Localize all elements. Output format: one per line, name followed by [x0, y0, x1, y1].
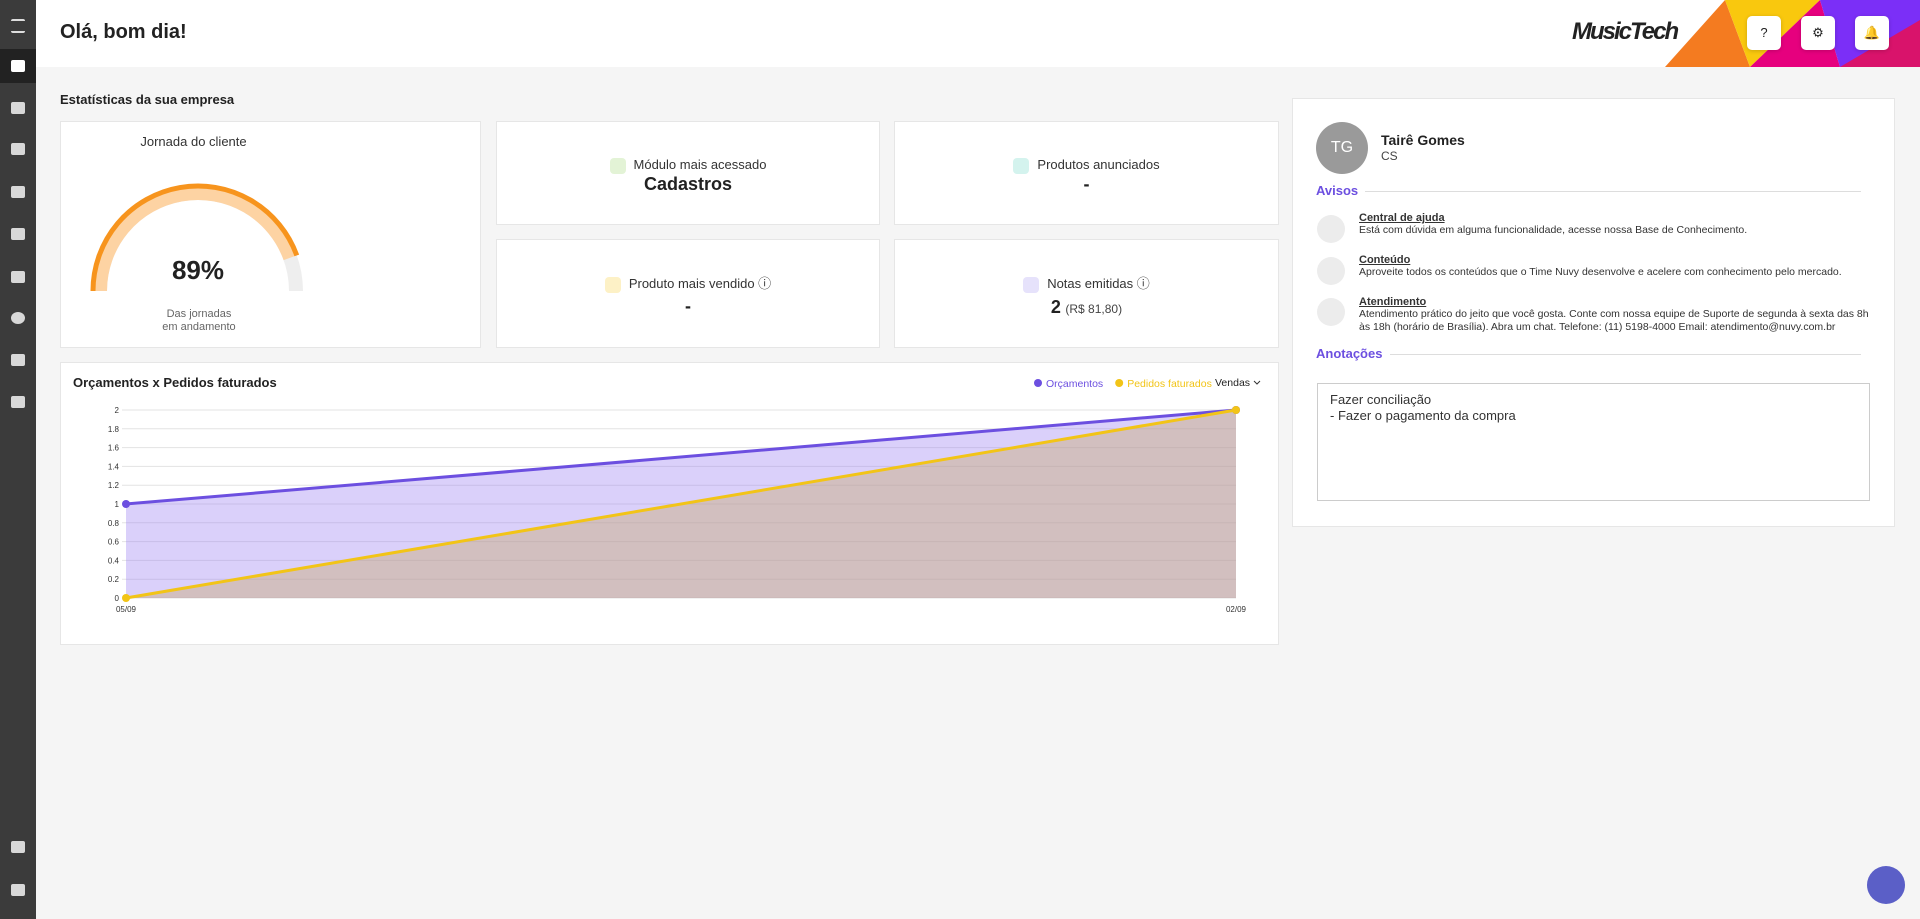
card-value: -	[685, 296, 691, 316]
note-line: Fazer conciliação	[1330, 392, 1432, 407]
nav-icon[interactable]	[11, 143, 25, 155]
section-title: Avisos	[1316, 183, 1359, 198]
section-title: Anotações	[1316, 346, 1383, 361]
stat-card: Módulo mais acessado Cadastros	[496, 121, 880, 225]
settings-button[interactable]: ⚙	[1801, 16, 1835, 50]
stat-card: Notas emitidas ⓘ 2 (R$ 81,80)	[894, 239, 1279, 348]
nav-icon[interactable]	[11, 354, 25, 366]
detail: (R$ 81,80)	[1065, 302, 1123, 316]
notice-icon	[1317, 257, 1345, 285]
notice: Central de ajuda Está com dúvida em algum…	[1359, 212, 1869, 237]
notice-text: Está com dúvida em alguma funcionalidade…	[1359, 224, 1748, 236]
card-label: Produto mais vendido ⓘ	[497, 273, 879, 293]
notice: Conteúdo Aproveite todos os conteúdos que…	[1359, 254, 1869, 279]
notice-text: Aproveite todos os conteúdos que o Time …	[1359, 266, 1842, 278]
divider	[1390, 354, 1861, 355]
caption-line: em andamento	[162, 321, 236, 333]
profile-name: Tairê Gomes	[1381, 132, 1465, 148]
label: Produtos anunciados	[1037, 157, 1160, 172]
shape	[1665, 0, 1750, 67]
icon	[1013, 157, 1030, 174]
nav-icon[interactable]	[11, 186, 25, 198]
journey-card: Jornada do cliente Das jornadas em andame…	[60, 121, 481, 348]
notes-textarea[interactable]: Fazer conciliação - Fazer o pagamento da …	[1317, 383, 1870, 501]
nav-icon[interactable]	[11, 396, 25, 408]
notice-text: Atendimento prático do jeito que você go…	[1359, 308, 1869, 333]
card-value: -	[1083, 174, 1090, 194]
icon	[1023, 276, 1040, 293]
notice-icon	[1317, 298, 1345, 326]
notice-icon	[1317, 215, 1345, 243]
label: Produto mais vendido	[628, 276, 755, 291]
notice-title[interactable]: Atendimento	[1359, 296, 1427, 308]
note-line: - Fazer o pagamento da compra	[1330, 408, 1516, 423]
nav-icon[interactable]	[11, 841, 25, 853]
section-title: Estatísticas da sua empresa	[60, 92, 235, 107]
menu-icon[interactable]	[11, 19, 25, 33]
card-label: Notas emitidas ⓘ	[895, 273, 1278, 293]
card-value: 2 (R$ 81,80)	[895, 297, 1278, 318]
nav-icon[interactable]	[11, 271, 25, 283]
card-label: Jornada do cliente	[140, 134, 247, 149]
logo[interactable]: MusicTech	[1572, 18, 1679, 45]
card-label: Produtos anunciados	[895, 157, 1278, 174]
sidebar	[0, 0, 36, 919]
nav-icon[interactable]	[11, 312, 25, 324]
avatar: TG	[1316, 122, 1368, 174]
chat-button[interactable]	[1867, 866, 1905, 904]
caption: Das jornadas em andamento	[61, 308, 337, 334]
card-label: Módulo mais acessado	[497, 157, 879, 174]
logout-icon[interactable]	[11, 884, 25, 896]
notice-title[interactable]: Conteúdo	[1359, 254, 1411, 266]
header	[36, 0, 1920, 67]
greeting: Olá, bom dia!	[60, 21, 187, 43]
help-button[interactable]: ?	[1747, 16, 1781, 50]
home-icon[interactable]	[11, 60, 25, 72]
card-value: Cadastros	[643, 174, 733, 194]
notifications-button[interactable]: 🔔	[1855, 16, 1889, 50]
notice: Atendimento Atendimento prático do jeito …	[1359, 296, 1869, 334]
icon	[604, 276, 621, 293]
notice-title[interactable]: Central de ajuda	[1359, 212, 1445, 224]
label: Notas emitidas	[1047, 276, 1134, 291]
chart-card	[60, 362, 1279, 645]
caption-line: Das jornadas	[166, 308, 232, 320]
profile-role: CS	[1381, 149, 1398, 163]
icon	[609, 157, 626, 174]
value: 2	[1050, 297, 1061, 317]
stat-card: Produtos anunciados -	[894, 121, 1279, 225]
divider	[1365, 191, 1861, 192]
stat-card: Produto mais vendido ⓘ -	[496, 239, 880, 348]
nav-icon[interactable]	[11, 102, 25, 114]
nav-icon[interactable]	[11, 228, 25, 240]
label: Módulo mais acessado	[633, 157, 767, 172]
